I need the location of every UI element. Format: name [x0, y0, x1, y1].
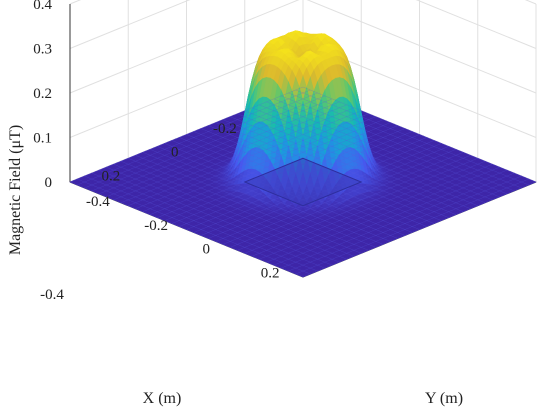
x-tick-label: -0.2: [213, 121, 237, 137]
z-tick-label: 0.2: [33, 86, 52, 102]
source-region: [243, 157, 363, 207]
y-tick-label: 0.2: [261, 265, 280, 281]
y-tick-label: -0.2: [144, 218, 168, 234]
surface-mesh-line: [91, 172, 325, 269]
surface-mesh-line: [266, 166, 500, 263]
surface-mesh-line: [69, 181, 304, 278]
surface-mesh-line: [302, 181, 537, 278]
surface-mesh-line: [106, 166, 340, 263]
x-axis-label: X (m): [143, 390, 182, 407]
surface-mesh-line: [244, 158, 478, 254]
z-tick-label: 0.4: [33, 0, 52, 13]
y-axis-label: Y (m): [425, 390, 463, 407]
y-tick-label: -0.4: [86, 194, 110, 210]
y-tick-label: 0: [203, 242, 211, 258]
magnetic-field-surface: [69, 30, 537, 278]
tick-labels: 0 0.1 0.2 0.3 0.4 -0.2 0 0.2 -0.4 -0.2 0 0.2: [33, 0, 279, 281]
z-tick-label: 0: [45, 175, 53, 191]
surface-mesh-line: [251, 161, 486, 257]
x-tick-label: 0: [171, 145, 179, 161]
surface-mesh-line: [128, 158, 362, 254]
surface-mesh-line: [77, 178, 311, 275]
surface-mesh-line: [120, 161, 355, 257]
surface-mesh-line: [150, 149, 384, 245]
surface-mesh-line: [259, 164, 493, 260]
surface-mesh-line: [99, 169, 333, 266]
z-tick-label: 0.3: [33, 42, 52, 58]
surface-mesh-line: [135, 155, 369, 251]
surface-mesh-line: [295, 178, 529, 275]
source-square: [243, 157, 363, 207]
surface-mesh-line: [142, 152, 376, 248]
z-axis-label: Magnetic Field (μT): [7, 125, 24, 255]
x-tick-label: 0.2: [102, 168, 121, 184]
surface-mesh-line: [222, 149, 456, 245]
z-tick-label: 0.1: [33, 131, 52, 147]
corner-tick-label: -0.4: [40, 287, 64, 303]
surface-mesh-line: [288, 175, 522, 272]
surface-mesh-line: [237, 155, 471, 251]
surface-mesh-line: [84, 175, 318, 272]
surface-mesh-line: [281, 172, 515, 269]
surface-mesh-line: [113, 164, 347, 260]
surface-mesh-line: [230, 152, 464, 248]
surface-mesh-line: [273, 169, 507, 266]
